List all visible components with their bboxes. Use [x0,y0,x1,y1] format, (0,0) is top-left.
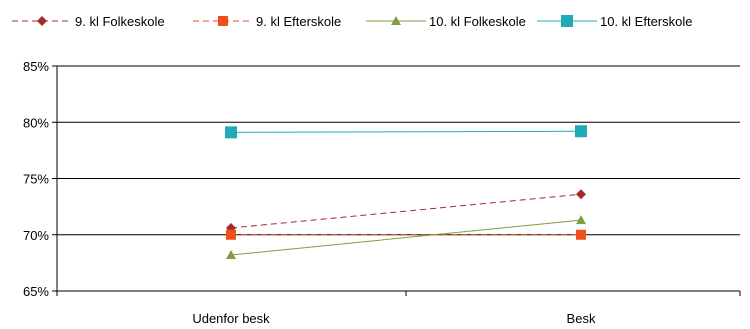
y-tick-label: 75% [23,172,49,187]
legend-item: 10. kl Efterskole [537,14,693,29]
axes: 85% 80% 75% 70% 65% Udenfor besk Besk [23,59,741,326]
legend-label: 9. kl Folkeskole [75,14,165,29]
data-point [576,189,586,200]
series-line [230,219,582,256]
data-point [576,229,586,240]
legend-item: 10. kl Folkeskole [366,14,526,29]
x-category-label: Besk [567,311,596,326]
grid [57,65,740,236]
series-0 [226,189,586,233]
y-tick-label: 85% [23,59,49,74]
legend-label: 10. kl Efterskole [600,14,693,29]
data-point [225,126,237,139]
legend-marker [37,16,47,26]
series-layer [225,125,587,259]
series-line [230,193,582,229]
y-tick-label: 80% [23,115,49,130]
x-category-label: Udenfor besk [192,311,270,326]
legend-label: 9. kl Efterskole [256,14,341,29]
legend-item: 9. kl Efterskole [193,14,341,29]
legend-marker [391,16,401,25]
series-line [230,130,582,133]
series-1 [226,229,586,240]
legend-marker [218,16,228,26]
data-point [576,215,586,225]
series-2 [226,215,586,259]
y-tick-label: 65% [23,284,49,299]
legend-label: 10. kl Folkeskole [429,14,526,29]
data-point [226,229,236,240]
series-3 [225,125,587,139]
legend-item: 9. kl Folkeskole [12,14,165,29]
legend: 9. kl Folkeskole 9. kl Efterskole 10. kl F… [12,14,693,29]
y-tick-label: 70% [23,228,49,243]
data-point [575,125,587,138]
data-point [226,250,236,259]
legend-marker [561,15,573,27]
